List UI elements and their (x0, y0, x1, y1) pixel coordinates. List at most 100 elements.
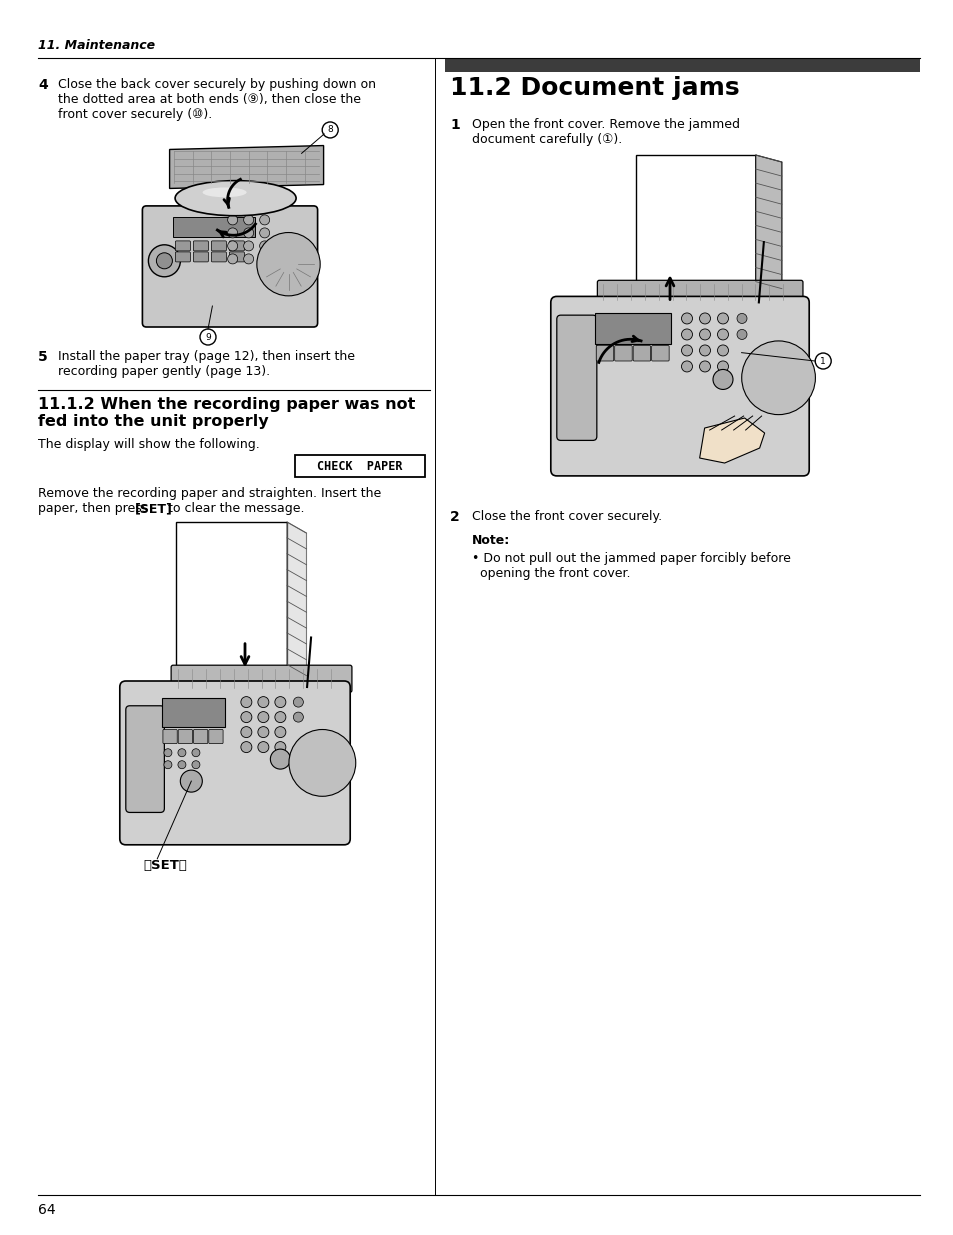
FancyBboxPatch shape (193, 241, 208, 251)
Text: [SET]: [SET] (135, 501, 172, 515)
Circle shape (228, 215, 237, 225)
Circle shape (228, 228, 237, 238)
FancyBboxPatch shape (209, 730, 223, 743)
FancyBboxPatch shape (193, 730, 208, 743)
FancyBboxPatch shape (120, 680, 350, 845)
Circle shape (699, 312, 710, 324)
Circle shape (243, 241, 253, 251)
Text: 9: 9 (205, 332, 211, 342)
Circle shape (180, 771, 202, 792)
Circle shape (164, 748, 172, 757)
Text: 5: 5 (38, 350, 48, 364)
Circle shape (257, 711, 269, 722)
Circle shape (192, 761, 200, 768)
Circle shape (680, 345, 692, 356)
Text: opening the front cover.: opening the front cover. (472, 567, 630, 580)
Circle shape (294, 713, 303, 722)
Circle shape (243, 254, 253, 264)
Text: fed into the unit properly: fed into the unit properly (38, 414, 269, 429)
Circle shape (274, 741, 286, 752)
Text: Close the front cover securely.: Close the front cover securely. (472, 510, 661, 522)
Circle shape (737, 314, 746, 324)
Circle shape (200, 329, 215, 345)
Circle shape (740, 341, 815, 415)
Text: • Do not pull out the jammed paper forcibly before: • Do not pull out the jammed paper forci… (472, 552, 790, 564)
Circle shape (712, 369, 732, 389)
Circle shape (737, 330, 746, 340)
Bar (294, 454, 424, 477)
Text: Remove the recording paper and straighten. Insert the: Remove the recording paper and straighte… (38, 487, 381, 500)
Text: 【SET】: 【SET】 (143, 858, 187, 872)
Circle shape (243, 215, 253, 225)
Text: recording paper gently (page 13).: recording paper gently (page 13). (58, 366, 270, 378)
FancyBboxPatch shape (175, 252, 191, 262)
Circle shape (178, 748, 186, 757)
Circle shape (149, 245, 180, 277)
FancyBboxPatch shape (178, 730, 193, 743)
Text: 64: 64 (38, 1203, 55, 1216)
Text: 1: 1 (450, 119, 459, 132)
FancyBboxPatch shape (595, 314, 671, 343)
Text: front cover securely (⑩).: front cover securely (⑩). (58, 107, 212, 121)
Circle shape (259, 228, 270, 238)
Text: CHECK  PAPER: CHECK PAPER (317, 459, 402, 473)
Circle shape (289, 730, 355, 797)
Polygon shape (170, 146, 323, 189)
Text: document carefully (①).: document carefully (①). (472, 133, 621, 146)
FancyBboxPatch shape (163, 730, 177, 743)
Circle shape (680, 329, 692, 340)
FancyBboxPatch shape (171, 666, 352, 693)
Circle shape (192, 748, 200, 757)
FancyBboxPatch shape (212, 252, 226, 262)
Polygon shape (287, 522, 306, 680)
Text: 2: 2 (450, 510, 459, 524)
Circle shape (680, 312, 692, 324)
Circle shape (256, 232, 320, 296)
Circle shape (259, 215, 270, 225)
Circle shape (240, 711, 252, 722)
Circle shape (243, 228, 253, 238)
FancyBboxPatch shape (557, 315, 597, 441)
FancyBboxPatch shape (596, 346, 613, 361)
Circle shape (717, 329, 728, 340)
Circle shape (274, 711, 286, 722)
Circle shape (228, 254, 237, 264)
Text: the dotted area at both ends (⑨), then close the: the dotted area at both ends (⑨), then c… (58, 93, 360, 106)
Circle shape (240, 697, 252, 708)
Circle shape (257, 697, 269, 708)
Text: Install the paper tray (page 12), then insert the: Install the paper tray (page 12), then i… (58, 350, 355, 363)
FancyBboxPatch shape (212, 241, 226, 251)
Text: 11.1.2 When the recording paper was not: 11.1.2 When the recording paper was not (38, 396, 415, 412)
Circle shape (294, 697, 303, 708)
Text: to clear the message.: to clear the message. (164, 501, 304, 515)
Circle shape (228, 241, 237, 251)
Text: Close the back cover securely by pushing down on: Close the back cover securely by pushing… (58, 78, 375, 91)
Text: Open the front cover. Remove the jammed: Open the front cover. Remove the jammed (472, 119, 740, 131)
Text: paper, then press: paper, then press (38, 501, 152, 515)
Circle shape (274, 697, 286, 708)
Circle shape (257, 726, 269, 737)
FancyBboxPatch shape (597, 280, 802, 304)
FancyBboxPatch shape (162, 698, 225, 727)
Circle shape (699, 361, 710, 372)
Circle shape (257, 741, 269, 752)
Circle shape (699, 329, 710, 340)
Polygon shape (176, 522, 287, 680)
FancyBboxPatch shape (193, 252, 208, 262)
Circle shape (322, 122, 338, 138)
Circle shape (156, 253, 172, 269)
Circle shape (240, 726, 252, 737)
Circle shape (259, 254, 270, 264)
Ellipse shape (202, 188, 246, 198)
FancyBboxPatch shape (633, 346, 650, 361)
Polygon shape (755, 156, 781, 295)
FancyBboxPatch shape (126, 705, 164, 813)
Polygon shape (699, 417, 764, 463)
Polygon shape (636, 156, 755, 295)
Circle shape (164, 761, 172, 768)
Ellipse shape (175, 180, 295, 216)
FancyBboxPatch shape (229, 252, 244, 262)
Circle shape (680, 361, 692, 372)
Circle shape (717, 312, 728, 324)
Circle shape (699, 345, 710, 356)
